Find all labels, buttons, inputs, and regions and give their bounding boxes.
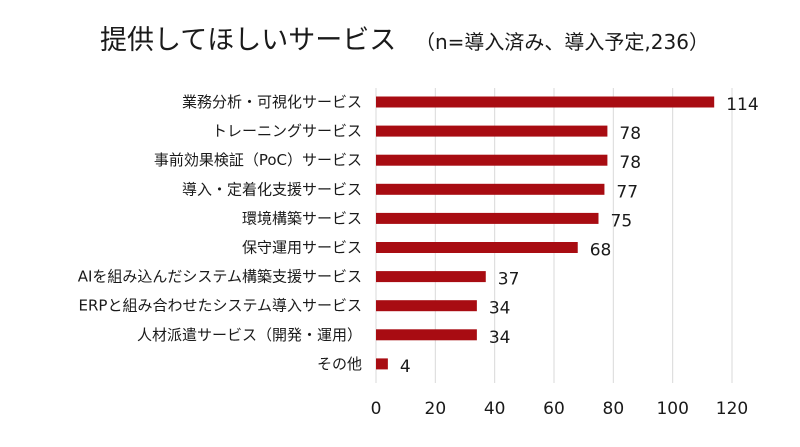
x-tick-label: 0 (371, 399, 382, 419)
bar (376, 96, 715, 108)
category-label: 導入・定着化支援サービス (182, 180, 362, 198)
category-label: 人材派遣サービス（開発・運用） (137, 326, 362, 344)
category-label: 事前効果検証（PoC）サービス (154, 151, 362, 169)
category-label: 保守運用サービス (242, 239, 362, 257)
value-label: 37 (498, 270, 520, 290)
bar (376, 271, 486, 283)
category-label: AIを組み込んだシステム構築支援サービス (78, 268, 362, 286)
x-tick-label: 120 (716, 399, 748, 419)
bar (376, 242, 578, 253)
x-tick-label: 20 (425, 399, 447, 419)
chart-subtitle: （n=導入済み、導入予定,236） (415, 30, 709, 54)
bar (376, 154, 608, 166)
value-label: 78 (619, 124, 641, 144)
value-label: 34 (489, 299, 511, 319)
value-label: 4 (400, 357, 411, 377)
gridlines (375, 88, 733, 383)
bar (376, 212, 599, 224)
x-tick-label: 60 (543, 399, 565, 419)
value-label: 78 (619, 153, 641, 173)
value-label: 114 (726, 95, 758, 115)
x-tick-label: 80 (603, 399, 625, 419)
category-labels: 業務分析・可視化サービストレーニングサービス事前効果検証（PoC）サービス導入・… (78, 93, 362, 373)
bars (376, 96, 715, 370)
category-label: その他 (317, 355, 362, 373)
bar (376, 358, 388, 370)
x-axis-ticks: 0 20 40 60 80 100 120 (371, 399, 749, 419)
x-tick-label: 40 (484, 399, 506, 419)
bar (376, 329, 477, 341)
value-label: 34 (489, 328, 511, 348)
bar (376, 125, 608, 137)
category-label: 業務分析・可視化サービス (182, 93, 362, 111)
category-label: トレーニングサービス (212, 122, 362, 140)
value-label: 77 (616, 182, 638, 202)
category-label: ERPと組み合わせたシステム導入サービス (79, 297, 363, 315)
x-tick-label: 100 (656, 399, 688, 419)
bar (376, 300, 477, 312)
bar (376, 183, 605, 195)
chart-title: 提供してほしいサービス (100, 25, 396, 56)
value-label: 68 (590, 241, 612, 261)
value-labels: 114 78 78 77 75 68 37 34 34 4 (400, 95, 759, 377)
category-label: 環境構築サービス (242, 209, 362, 227)
value-label: 75 (611, 211, 633, 231)
